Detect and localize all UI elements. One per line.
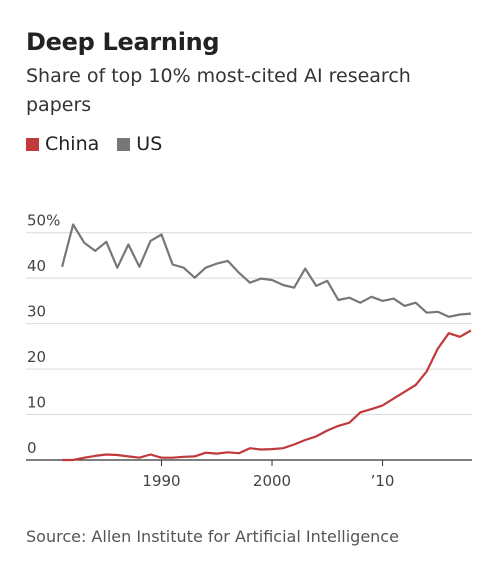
legend: China US xyxy=(26,133,162,155)
chart-subtitle: Share of top 10% most-cited AI research … xyxy=(26,65,411,116)
legend-item: US xyxy=(117,133,162,155)
y-tick-label: 0 xyxy=(27,439,37,457)
x-tick-label: 1990 xyxy=(142,472,180,490)
legend-label: China xyxy=(45,133,100,155)
legend-swatch xyxy=(117,137,131,151)
y-tick-label: 10 xyxy=(27,394,46,412)
x-tick-label: 2000 xyxy=(253,472,291,490)
y-tick-label: 50% xyxy=(27,212,60,230)
legend-swatch xyxy=(26,137,39,151)
source-note: Source: Allen Institute for Artificial I… xyxy=(26,527,399,546)
series-line xyxy=(61,223,471,318)
y-tick-label: 30 xyxy=(27,303,46,321)
chart: 0 10 20 30 40 50% 1990 2000 ’10 xyxy=(26,212,472,490)
legend-label: US xyxy=(136,133,163,155)
y-tick-label: 20 xyxy=(27,348,46,366)
x-tick-label: ’10 xyxy=(371,472,395,490)
legend-item: China xyxy=(26,133,99,155)
series-line xyxy=(62,329,472,462)
chart-title: Deep Learning xyxy=(26,28,220,56)
y-tick-label: 40 xyxy=(27,257,46,275)
